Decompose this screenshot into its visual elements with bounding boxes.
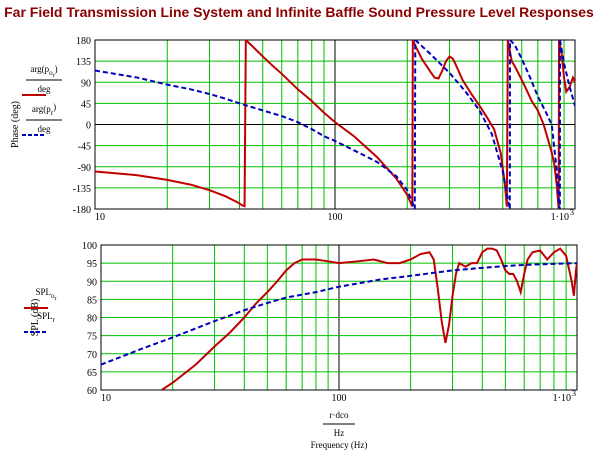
y-tick-label: 135 [76, 57, 91, 68]
y-tick-label: 70 [87, 350, 97, 361]
x-tick-label: 10 [95, 212, 105, 223]
y-tick-label: 75 [87, 332, 97, 343]
dashed-series-line [95, 40, 575, 209]
x-tick-label: 100 [328, 212, 343, 223]
y-axis-title: Phase (deg) [10, 101, 21, 148]
y-tick-label: -45 [78, 142, 91, 153]
x-tick-label: 1·10 [553, 393, 571, 404]
legend-label: SPLr [37, 311, 56, 324]
legend-label: SPLor [35, 287, 56, 302]
y-tick-label: 90 [87, 277, 97, 288]
x-axis-title: Frequency (Hz) [311, 440, 368, 450]
dashed-series-line [101, 262, 577, 366]
chart-title: Far Field Transmission Line System and I… [4, 4, 594, 20]
x-axis-title-numerator: r·dco [330, 410, 349, 420]
y-axis-title: SPL (dB) [30, 299, 41, 337]
x-tick-label: 10 [101, 393, 111, 404]
x-axis-title-denominator: Hz [334, 428, 345, 438]
legend-label: arg(por) [30, 64, 57, 79]
y-tick-label: 180 [76, 36, 91, 47]
y-tick-label: 45 [81, 99, 91, 110]
plot-frame [94, 39, 576, 210]
y-tick-label: 80 [87, 314, 97, 325]
x-tick-exponent: 3 [570, 208, 574, 217]
y-tick-label: -135 [73, 184, 91, 195]
legend-label: arg(pr) [32, 102, 56, 117]
x-tick-label: 1·10 [551, 212, 569, 223]
y-tick-label: 60 [87, 386, 97, 397]
x-tick-label: 100 [332, 393, 347, 404]
legend-denominator: deg [38, 84, 51, 94]
legend-denominator: deg [38, 124, 51, 134]
y-tick-label: -90 [78, 163, 91, 174]
y-tick-label: -180 [73, 205, 91, 216]
y-tick-label: 95 [87, 259, 97, 270]
y-tick-label: 85 [87, 295, 97, 306]
y-tick-label: 0 [86, 121, 91, 132]
y-tick-label: 65 [87, 368, 97, 379]
y-tick-label: 90 [81, 78, 91, 89]
phase-plot [94, 39, 576, 210]
solid-series-line [161, 247, 577, 390]
plot-frame [100, 244, 578, 391]
y-tick-label: 100 [82, 241, 97, 252]
solid-series-line [95, 40, 575, 209]
x-tick-exponent: 3 [572, 389, 576, 398]
spl-plot-labels: 100 95 90 85 80 75 70 65 60 10 100 1·10 3 SPL (dB)SPL… [24, 241, 576, 450]
phase-plot-labels: 180 135 90 45 0 -45 -90 -135 -180 10 100 1·10 3 Phase… [10, 36, 574, 223]
spl-plot [100, 244, 578, 391]
